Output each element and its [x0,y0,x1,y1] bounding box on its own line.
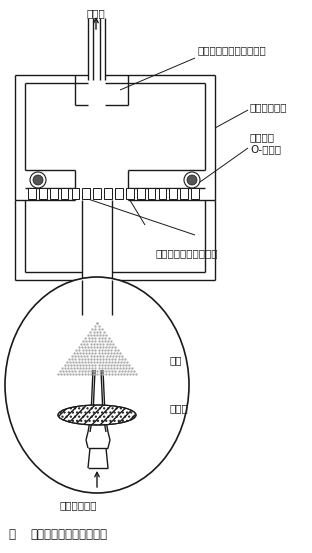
Text: テフロン・フィルター: テフロン・フィルター [155,248,217,258]
Bar [39,188,47,199]
Circle shape [30,172,46,188]
Bar [169,188,177,199]
Bar [115,188,123,199]
Bar [93,188,101,199]
Text: ホルダー本体: ホルダー本体 [250,102,287,112]
Text: 図: 図 [8,529,15,541]
Text: ポンプ: ポンプ [87,8,105,18]
Bar [61,188,68,199]
Bar [50,188,58,199]
Circle shape [187,175,197,185]
Bar [126,188,134,199]
Text: フィルター・ストッパー: フィルター・ストッパー [198,45,267,55]
Bar [148,188,155,199]
Text: テフロン
O-リング: テフロン O-リング [250,132,281,154]
Bar [191,188,199,199]
Ellipse shape [5,277,189,493]
Text: 捕集液: 捕集液 [170,403,189,413]
Bar [71,188,79,199]
Text: 本体: 本体 [170,355,183,365]
Bar [28,188,36,199]
Text: 試料空気入口: 試料空気入口 [60,500,97,510]
Bar [137,188,144,199]
Ellipse shape [58,405,136,425]
Bar [158,188,166,199]
Bar [180,188,188,199]
Circle shape [184,172,200,188]
Circle shape [33,175,43,185]
Bar [82,188,90,199]
Text: ミストチャンバーの概要: ミストチャンバーの概要 [30,529,107,541]
Bar [104,188,112,199]
